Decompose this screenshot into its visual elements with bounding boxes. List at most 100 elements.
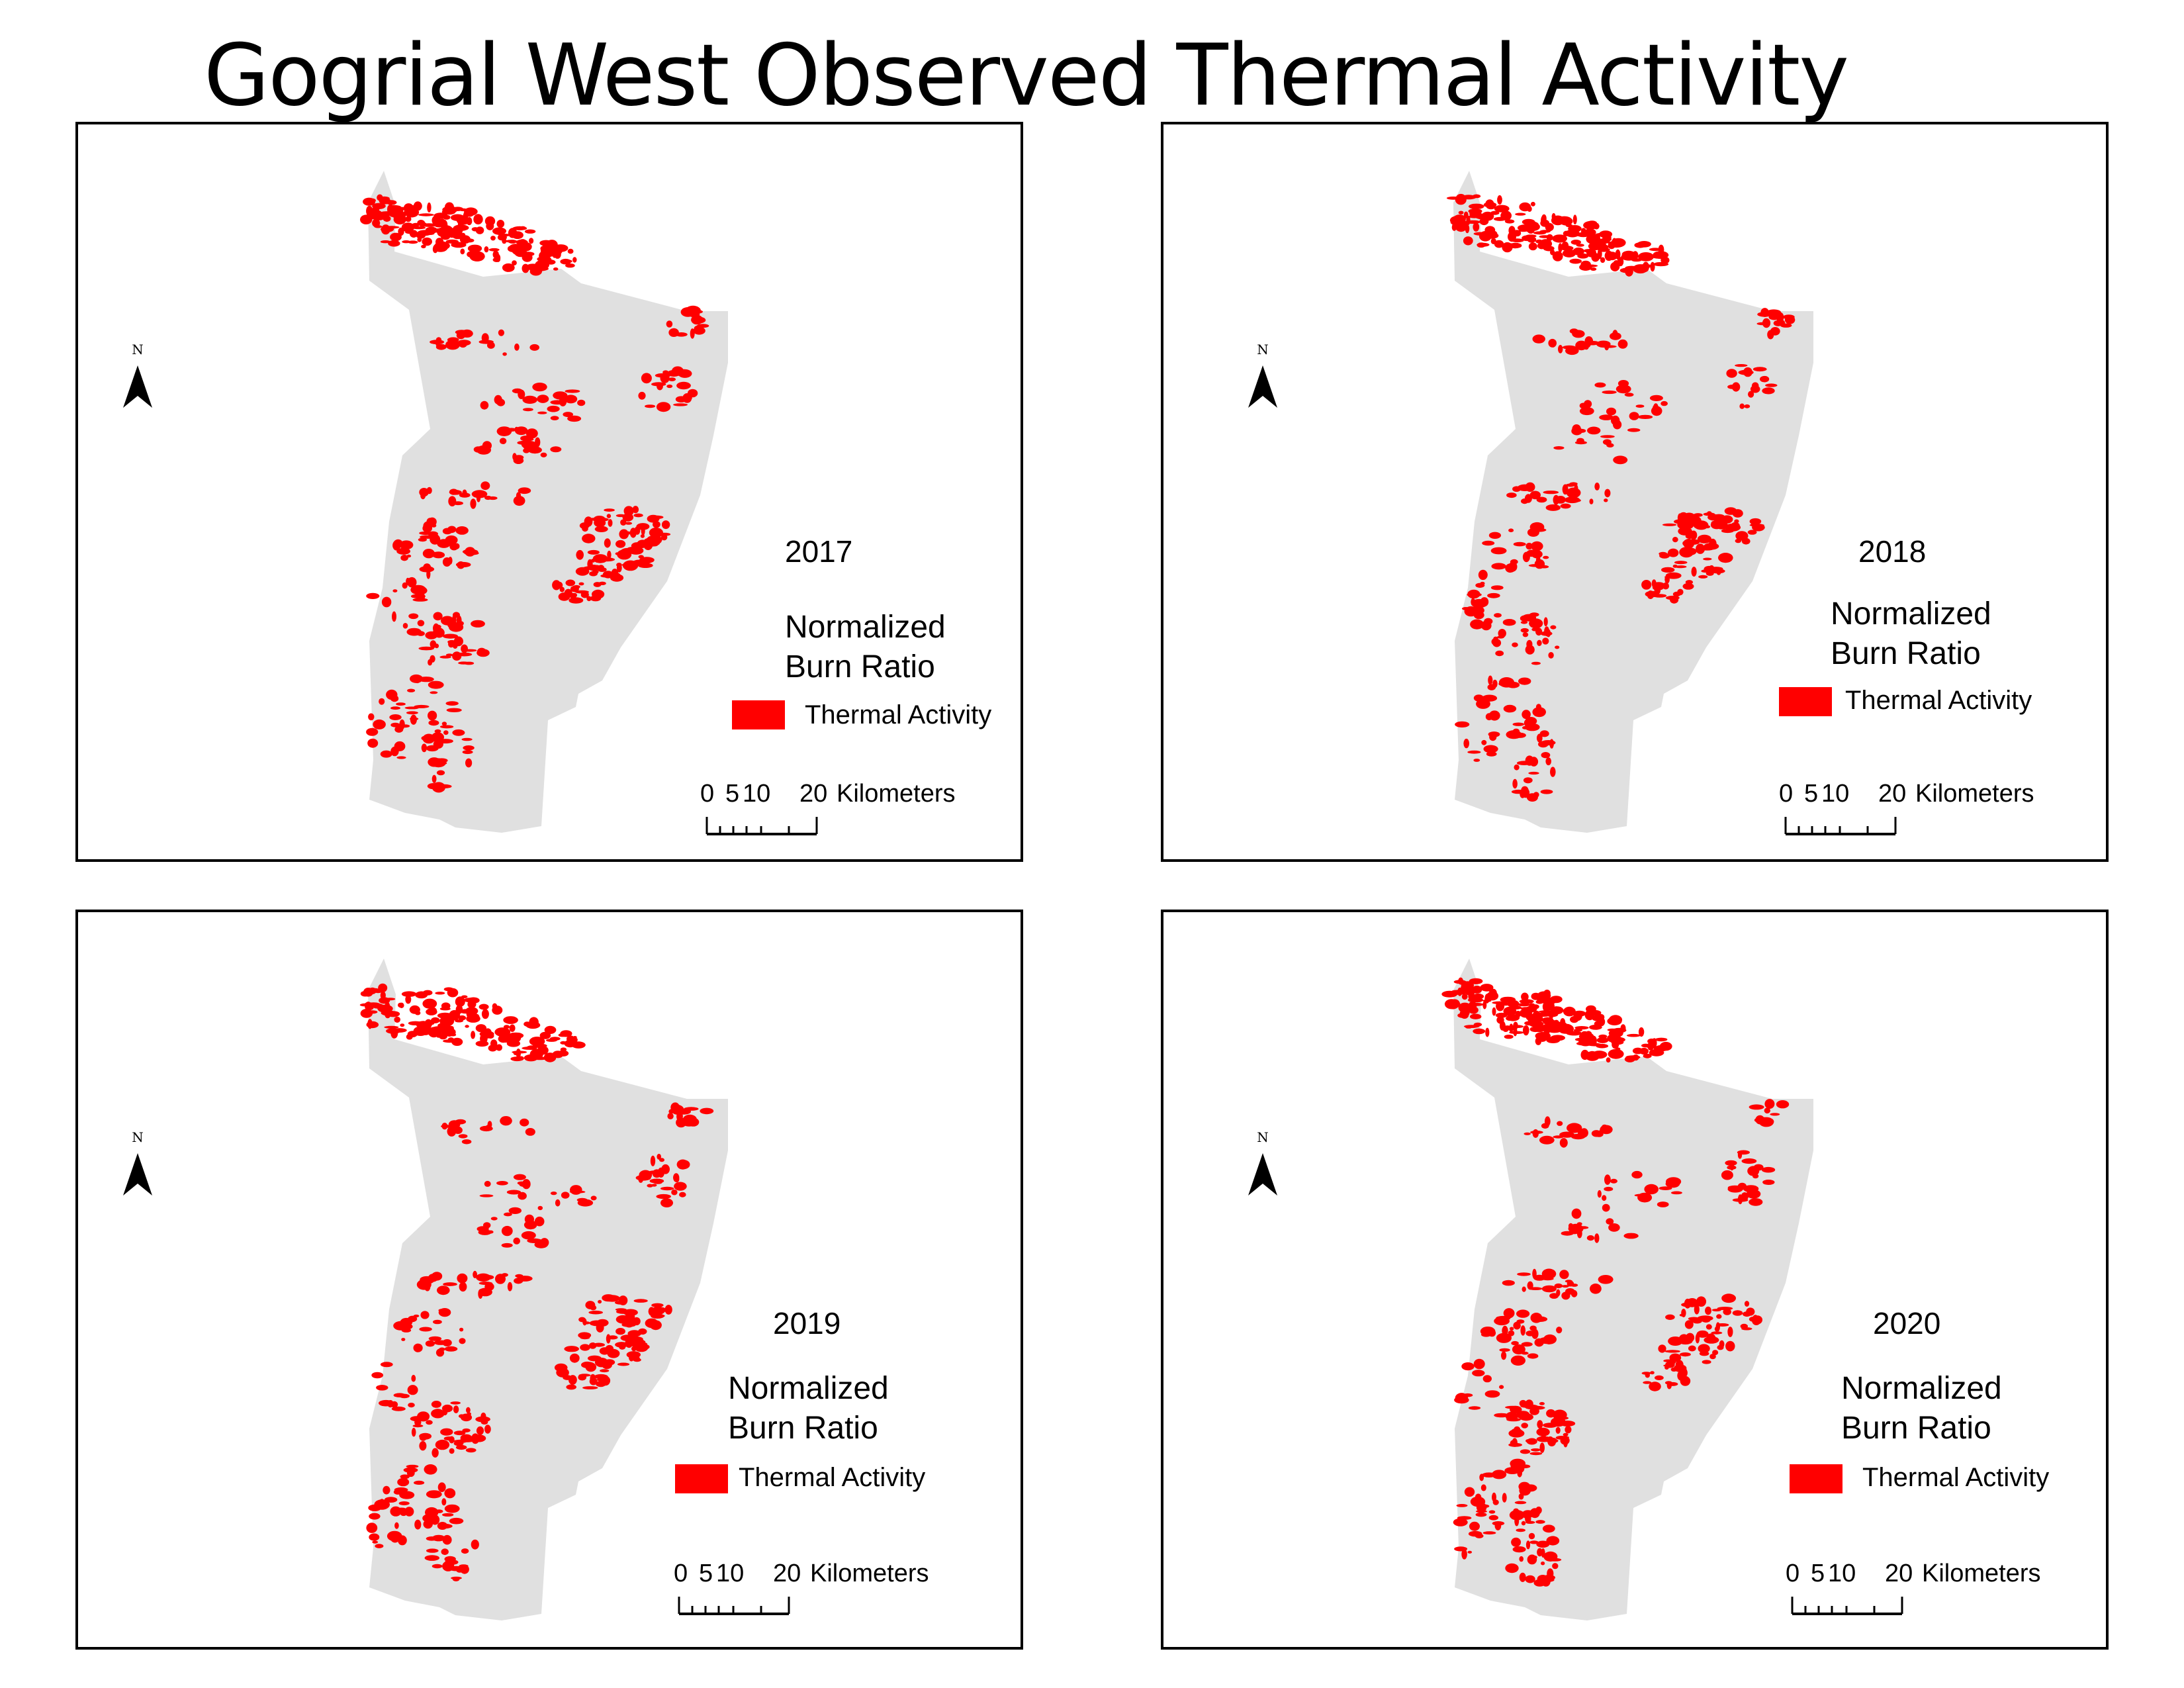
burn-patch xyxy=(529,238,534,244)
north-letter: N xyxy=(132,1129,144,1145)
burn-patch xyxy=(426,1490,442,1499)
burn-patch xyxy=(524,1214,535,1225)
burn-patch xyxy=(1506,1014,1520,1021)
burn-patch xyxy=(1641,580,1652,590)
burn-patch xyxy=(402,623,408,629)
burn-patch xyxy=(1512,1546,1526,1553)
burn-patch xyxy=(1576,1229,1582,1239)
scale-label-5: 5 xyxy=(725,780,740,808)
burn-patch xyxy=(1704,1336,1719,1344)
burn-patch xyxy=(1584,1009,1595,1021)
burn-patch xyxy=(461,1548,469,1554)
burn-patch xyxy=(503,1016,518,1024)
burn-patch xyxy=(1480,581,1485,585)
burn-patch xyxy=(1696,1296,1706,1307)
burn-patch xyxy=(500,1116,512,1126)
burn-patch xyxy=(480,400,489,410)
burn-patch xyxy=(444,1504,460,1513)
burn-patch xyxy=(1543,491,1559,494)
burn-patch xyxy=(1672,537,1678,543)
burn-patch xyxy=(1488,710,1500,721)
burn-patch xyxy=(633,1299,648,1303)
burn-patch xyxy=(1608,1049,1624,1059)
thermal-activity-burn-areas xyxy=(1446,193,1796,802)
scale-unit-label: Kilometers xyxy=(1915,780,2034,808)
page-title: Gogrial West Observed Thermal Activity xyxy=(204,26,1849,125)
burn-patch xyxy=(1693,519,1700,528)
burn-patch xyxy=(381,224,390,235)
burn-patch xyxy=(401,222,415,232)
burn-patch xyxy=(512,260,517,265)
burn-patch xyxy=(1532,334,1545,344)
burn-patch xyxy=(473,1270,477,1278)
burn-patch xyxy=(442,1409,448,1416)
burn-patch xyxy=(1465,224,1470,234)
burn-patch xyxy=(1553,1022,1561,1031)
burn-patch xyxy=(556,1368,569,1378)
burn-patch xyxy=(1524,494,1532,503)
burn-patch xyxy=(1473,204,1484,207)
burn-patch xyxy=(1784,315,1796,324)
burn-patch xyxy=(1704,525,1711,529)
burn-patch xyxy=(1529,1405,1545,1410)
burn-patch xyxy=(1512,1344,1525,1355)
burn-patch xyxy=(1599,414,1614,420)
burn-patch xyxy=(660,373,670,383)
burn-patch xyxy=(478,1229,492,1235)
burn-patch xyxy=(558,1033,567,1037)
burn-patch xyxy=(1545,757,1551,766)
burn-patch xyxy=(1574,441,1587,445)
burn-patch xyxy=(1521,992,1529,1001)
burn-patch xyxy=(419,531,432,536)
burn-patch xyxy=(1727,1327,1733,1337)
burn-patch xyxy=(595,1380,606,1387)
burn-patch xyxy=(1634,1194,1647,1197)
burn-patch xyxy=(452,729,465,736)
burn-patch xyxy=(666,384,673,389)
burn-patch xyxy=(418,213,434,216)
burn-patch xyxy=(1488,532,1501,539)
burn-patch xyxy=(1601,345,1617,348)
burn-patch xyxy=(541,247,553,258)
burn-patch xyxy=(407,577,417,588)
burn-patch xyxy=(1525,1521,1535,1524)
burn-patch xyxy=(691,316,706,324)
burn-patch xyxy=(1473,1028,1486,1035)
burn-patch xyxy=(462,489,467,498)
burn-patch xyxy=(383,1485,390,1495)
burn-patch xyxy=(1698,1344,1710,1353)
burn-patch xyxy=(1490,238,1496,244)
burn-patch xyxy=(414,704,430,708)
burn-patch xyxy=(1607,1034,1619,1043)
burn-patch xyxy=(656,402,671,412)
burn-patch xyxy=(1490,547,1507,555)
burn-patch xyxy=(487,342,495,349)
burn-patch xyxy=(1482,1375,1492,1383)
burn-patch xyxy=(449,490,462,495)
burn-patch xyxy=(1563,1132,1575,1137)
burn-patch xyxy=(1505,1563,1519,1573)
burn-patch xyxy=(1711,520,1722,525)
burn-patch xyxy=(537,395,549,403)
scale-bar xyxy=(1791,1597,1903,1615)
burn-patch xyxy=(366,592,380,600)
burn-patch xyxy=(626,563,637,569)
burn-patch xyxy=(567,248,574,254)
map-panel-2018: N 2018 Normalized Burn Ratio Thermal Act… xyxy=(1161,122,2109,862)
burn-patch xyxy=(1514,1426,1520,1432)
burn-patch xyxy=(584,516,593,527)
burn-patch xyxy=(594,526,608,532)
burn-patch xyxy=(1653,594,1667,598)
burn-patch xyxy=(377,194,383,201)
burn-patch xyxy=(513,495,525,506)
burn-patch xyxy=(486,1033,494,1039)
burn-patch xyxy=(1702,1360,1711,1364)
burn-patch xyxy=(1634,242,1646,248)
burn-patch xyxy=(1574,498,1581,502)
burn-patch xyxy=(1523,1342,1529,1346)
burn-patch xyxy=(425,1507,439,1518)
burn-patch xyxy=(592,569,599,575)
burn-patch xyxy=(506,428,517,432)
burn-patch xyxy=(1644,1184,1659,1195)
burn-patch xyxy=(586,596,592,602)
